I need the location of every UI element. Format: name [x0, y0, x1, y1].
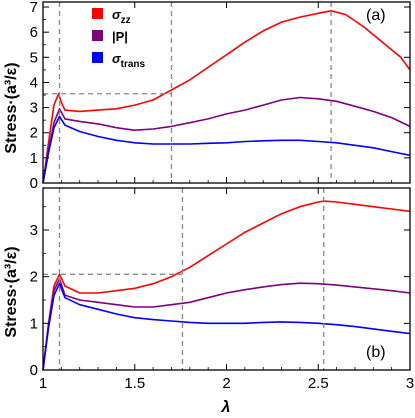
x-axis-label: λ	[221, 399, 231, 416]
legend-swatch-sigma-trans	[92, 52, 103, 63]
y-tick-label-b-2: 2	[30, 269, 38, 286]
y-tick-label-a-2: 2	[30, 125, 38, 142]
series-line-sigma-trans-a	[42, 115, 411, 184]
series-line-p-a	[42, 96, 411, 184]
series-line-sigma-zz-a	[42, 10, 411, 184]
svg-text:σzz: σzz	[112, 7, 131, 26]
legend-label-p: |P|	[112, 29, 128, 44]
plot-frame-b	[42, 187, 411, 371]
x-tick-label-1: 1.5	[124, 375, 145, 392]
y-axis-label-b: Stress·(a³/ε)	[3, 246, 20, 337]
series-line-sigma-trans-b	[42, 282, 411, 371]
y-tick-label-b-0: 0	[30, 362, 38, 379]
legend-sub-sigma-trans: trans	[121, 59, 146, 70]
series-line-p-b	[42, 278, 411, 371]
legend-sub-sigma-zz: zz	[121, 15, 131, 26]
y-tick-label-a-0: 0	[30, 175, 38, 192]
legend: σzz |P| σtrans	[92, 7, 146, 70]
y-tick-label-a-5: 5	[30, 49, 38, 66]
x-tick-label-3: 2.5	[308, 375, 329, 392]
legend-entry-p: |P|	[92, 29, 128, 44]
y-tick-label-b-3: 3	[30, 222, 38, 239]
panel-a: 0 1 2 3 4 5 6 7	[30, 0, 411, 192]
y-tick-label-a-7: 7	[30, 0, 38, 16]
y-tick-label-a-6: 6	[30, 24, 38, 41]
x-tick-label-4: 3	[406, 375, 414, 392]
legend-label-sigma-zz: σ	[112, 7, 122, 22]
y-tick-label-a-3: 3	[30, 100, 38, 117]
legend-label-sigma-trans: σ	[112, 51, 122, 66]
legend-swatch-sigma-zz	[92, 8, 103, 19]
x-tick-label-2: 2	[222, 375, 230, 392]
legend-swatch-p	[92, 30, 103, 41]
y-tick-label-a-1: 1	[30, 150, 38, 167]
svg-text:|P|: |P|	[112, 29, 128, 44]
y-tick-label-a-4: 4	[30, 74, 38, 91]
plot-frame-a	[42, 1, 411, 184]
series-line-sigma-zz-b	[42, 200, 411, 371]
legend-entry-sigma-trans: σtrans	[92, 51, 146, 70]
legend-entry-sigma-zz: σzz	[92, 7, 131, 26]
panel-label-b: (b)	[366, 344, 386, 361]
svg-text:σtrans: σtrans	[112, 51, 146, 70]
y-tick-label-b-1: 1	[30, 315, 38, 332]
x-tick-label-0: 1	[39, 375, 47, 392]
y-axis-label-a: Stress·(a³/ε)	[3, 62, 20, 153]
panel-label-a: (a)	[366, 7, 386, 24]
